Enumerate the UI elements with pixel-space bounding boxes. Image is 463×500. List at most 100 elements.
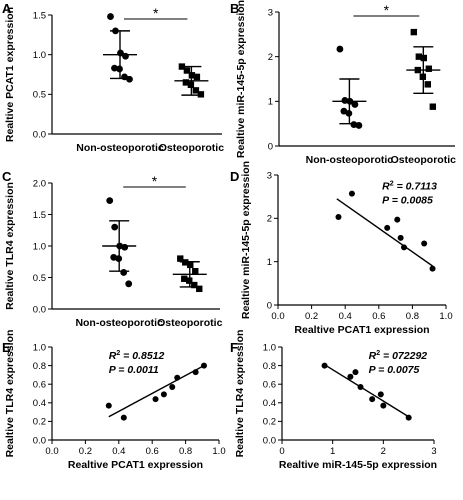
data-point	[352, 369, 359, 376]
y-tick-label: 1.0	[33, 342, 46, 353]
y-tick-label: 1.0	[33, 241, 46, 252]
x-tick-label: 0.2	[79, 446, 92, 457]
y-tick-label: 1.5	[33, 10, 46, 21]
category-label: Osteoporotic	[391, 154, 456, 166]
panel-c: C 0.0 0.5 1.0 1.5 2.0 Realtive TLR4 expression…	[2, 169, 223, 329]
data-point	[425, 65, 433, 72]
y-tick-label: 0.0	[263, 435, 276, 446]
panel-letter: D	[230, 169, 239, 184]
category-label: Osteoporotic	[157, 317, 222, 329]
data-point	[429, 103, 437, 110]
data-point	[105, 402, 112, 409]
significance-star: *	[384, 2, 390, 18]
data-point	[377, 391, 384, 398]
category-label: Non-osteoporotic	[75, 317, 163, 329]
data-point	[182, 79, 190, 86]
r-symbol: R	[109, 350, 117, 362]
x-tick-label: 0.2	[305, 311, 318, 322]
regression-line	[324, 364, 410, 418]
data-point	[369, 396, 376, 403]
panel-letter: B	[230, 1, 239, 16]
panel-f: F 0.0 0.2 0.4 0.6 0.8 1.0 Realtive TLR4 express…	[230, 330, 437, 471]
x-axis-title: Realtive PCAT1 expression	[294, 324, 429, 336]
r-squared-value: = 072292	[380, 350, 427, 362]
data-point	[169, 383, 176, 390]
x-tick-label: 0.4	[112, 446, 125, 457]
y-tick-label: 0.6	[263, 380, 276, 391]
y-tick-label: 0.2	[33, 417, 46, 428]
r-symbol: R	[369, 350, 377, 362]
p-value-label: P = 0.0075	[369, 364, 420, 376]
data-point	[192, 87, 200, 94]
p-symbol: P	[382, 194, 390, 206]
y-tick-label: 0.5	[33, 90, 46, 101]
y-tick-label: 0.8	[33, 361, 46, 372]
data-point	[125, 280, 133, 288]
y-tick-label: 2	[267, 214, 272, 225]
y-tick-label: 2	[268, 52, 273, 63]
x-tick-label: 0.8	[406, 311, 419, 322]
data-point	[177, 255, 184, 262]
r-squared-label: R2 = 072292	[369, 350, 428, 362]
data-point	[335, 214, 342, 221]
p-symbol: P	[109, 364, 117, 376]
data-point	[357, 383, 364, 390]
r-squared-label: R2 = 0.8512	[109, 350, 165, 362]
data-point	[120, 269, 128, 276]
data-point	[429, 265, 436, 272]
y-tick-label: 0.5	[33, 273, 46, 284]
p-value-label: P = 0.0085	[382, 194, 433, 206]
y-tick-label: 0.8	[263, 361, 276, 372]
data-point	[106, 197, 114, 205]
y-tick-label: 0.4	[33, 398, 46, 409]
data-point	[107, 13, 114, 20]
y-tick-label: 3	[267, 170, 272, 181]
y-tick-label: 3	[268, 7, 273, 18]
p-value: = 0.0075	[375, 364, 419, 376]
data-point	[111, 64, 118, 72]
x-tick-label: 1.0	[439, 311, 452, 322]
panel-letter: C	[2, 169, 12, 184]
panel-letter: E	[2, 340, 11, 355]
p-value-label: P = 0.0011	[109, 364, 159, 376]
y-tick-label: 0	[268, 141, 273, 152]
x-tick-label: 1	[330, 446, 335, 457]
squared-superscript: 2	[116, 350, 120, 357]
x-axis-title: Realtive PCAT1 expression	[68, 459, 203, 471]
data-point	[200, 362, 207, 369]
data-point	[424, 81, 432, 88]
panel-d: D 0 1 2 3 Realtive miR-145-5p expression 0.0 0.…	[230, 161, 453, 336]
data-point	[121, 243, 129, 251]
category-label: Non-osteoporotic	[306, 154, 394, 166]
data-point	[160, 391, 167, 398]
r-squared-value: = 0.7113	[394, 180, 437, 192]
y-tick-label: 0	[267, 300, 272, 311]
y-tick-label: 0.4	[263, 398, 276, 409]
squared-superscript: 2	[376, 350, 380, 357]
x-tick-label: 0.8	[179, 446, 192, 457]
panel-a: A 0.0 0.5 1.0 1.5 Realtive PCAT1 expression No…	[2, 1, 224, 154]
significance-star: *	[152, 173, 158, 189]
panel-b: B 0 1 2 3 Realtive miR-145-5p expression Non-o…	[230, 0, 456, 166]
y-tick-label: 1.0	[263, 342, 276, 353]
r-squared-label: R2 = 0.7113	[382, 180, 437, 192]
x-tick-label: 0	[279, 446, 284, 457]
r-squared-value: = 0.8512	[120, 350, 164, 362]
y-axis-title: Realtive miR-145-5p expression	[240, 161, 252, 319]
x-tick-label: 1.0	[212, 446, 225, 457]
x-tick-label: 0.0	[271, 311, 284, 322]
data-point	[405, 414, 412, 421]
data-point	[321, 362, 328, 369]
regression-line	[108, 364, 205, 418]
category-label: Non-osteoporotic	[76, 142, 164, 154]
data-point	[126, 75, 133, 83]
data-point	[351, 101, 359, 108]
y-tick-label: 0.0	[33, 304, 46, 315]
r-symbol: R	[382, 180, 390, 192]
y-tick-label: 0.2	[263, 417, 276, 428]
y-tick-label: 0.6	[33, 380, 46, 391]
data-point	[183, 67, 191, 74]
data-point	[111, 223, 119, 231]
data-point	[347, 373, 354, 380]
